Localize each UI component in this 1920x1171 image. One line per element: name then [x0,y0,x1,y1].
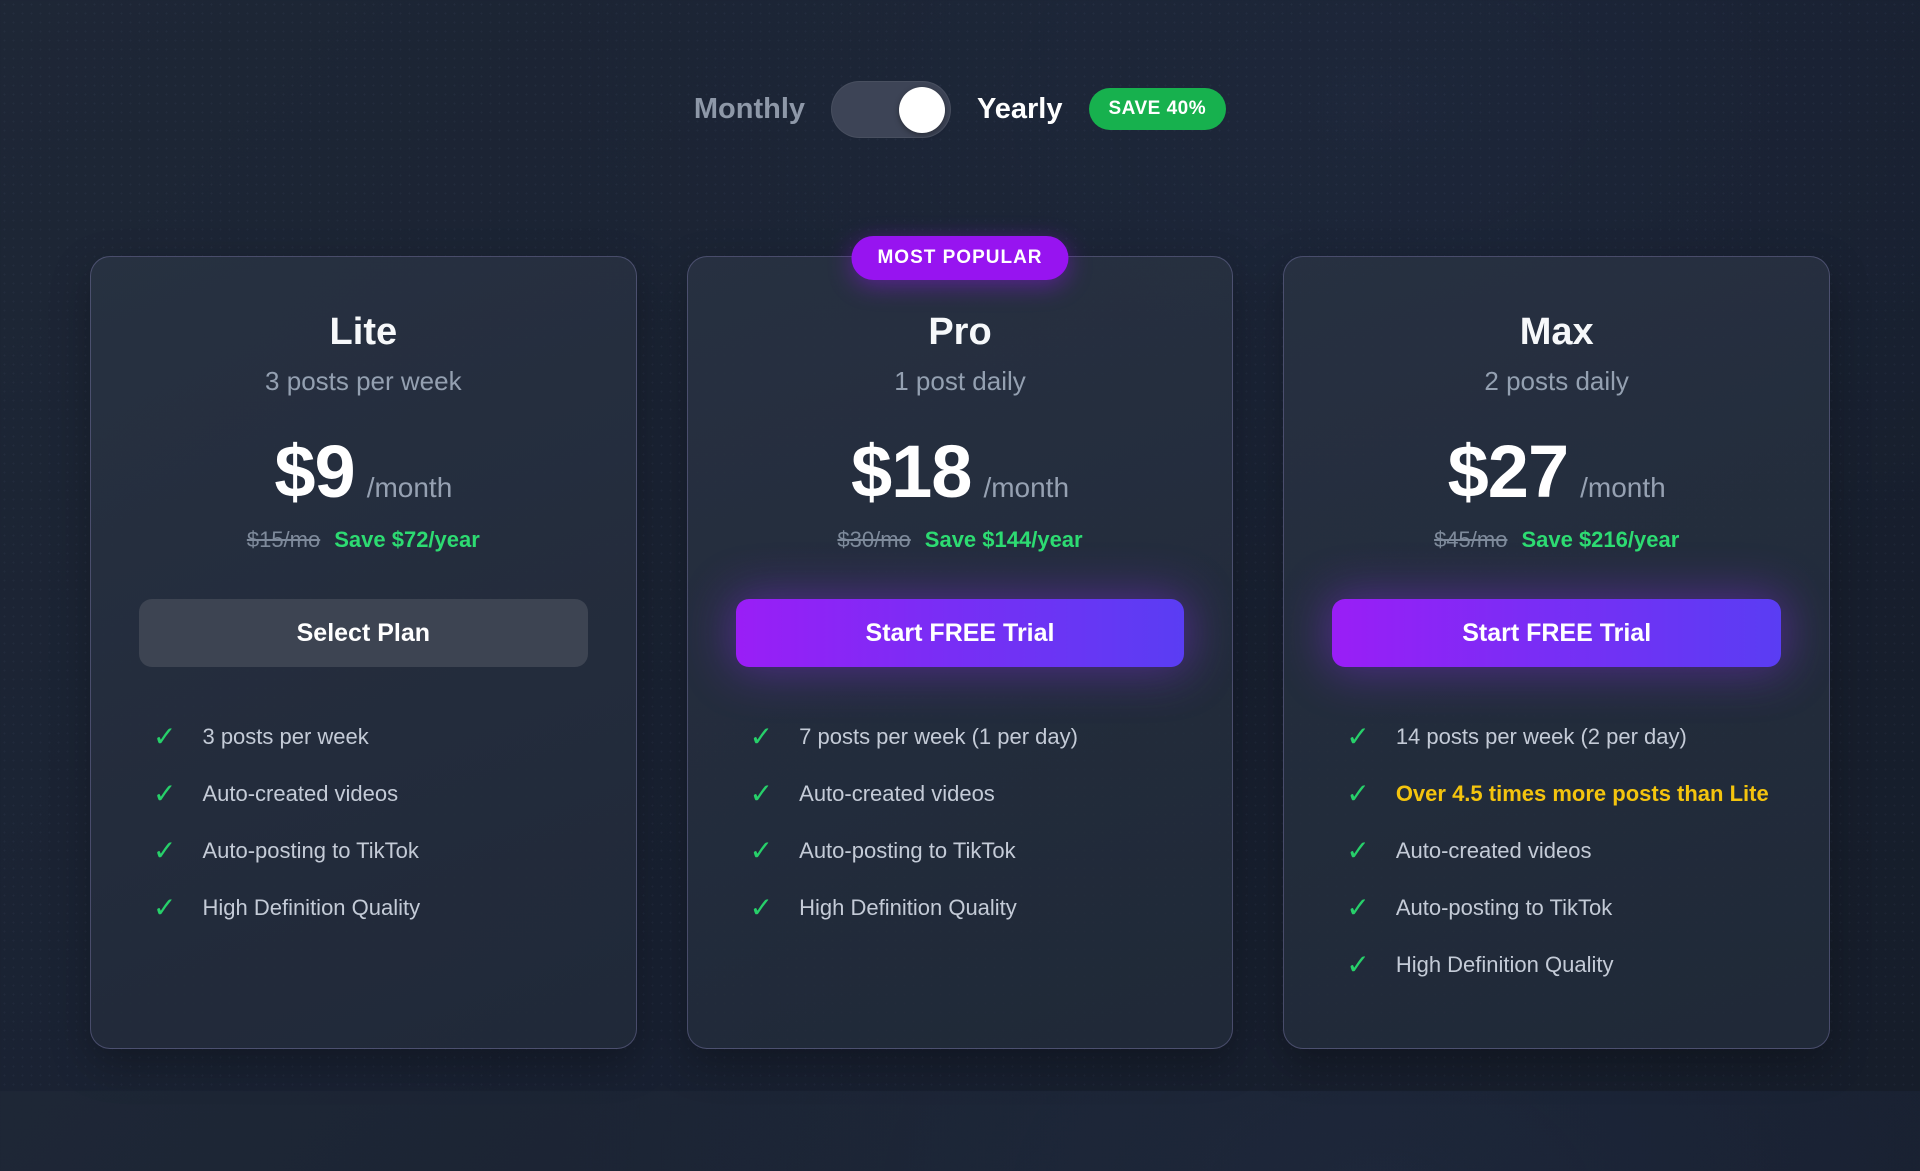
price-row: $27 /month [1332,435,1781,509]
discount-row: $15/mo Save $72/year [139,527,588,553]
pricing-cards-row: Lite 3 posts per week $9 /month $15/mo S… [90,256,1830,1049]
start-free-trial-button[interactable]: Start FREE Trial [1332,599,1781,667]
check-icon: ✓ [750,894,773,922]
check-icon: ✓ [1346,780,1369,808]
billing-toggle-switch[interactable] [831,81,951,138]
price-period: /month [1580,472,1666,504]
feature-text: Auto-created videos [1396,840,1592,862]
check-icon: ✓ [1346,951,1369,979]
most-popular-badge: MOST POPULAR [851,236,1068,280]
feature-item: ✓ Auto-created videos [139,780,588,808]
check-icon: ✓ [750,837,773,865]
feature-text: High Definition Quality [1396,954,1614,976]
feature-list: ✓ 3 posts per week ✓ Auto-created videos… [139,723,588,922]
plan-tagline: 3 posts per week [139,366,588,397]
feature-text: Auto-created videos [799,783,995,805]
check-icon: ✓ [1346,723,1369,751]
feature-text: 14 posts per week (2 per day) [1396,726,1687,748]
feature-item: ✓ High Definition Quality [1332,951,1781,979]
price-period: /month [983,472,1069,504]
start-free-trial-button[interactable]: Start FREE Trial [736,599,1185,667]
feature-item-highlight: ✓ Over 4.5 times more posts than Lite [1332,780,1781,808]
feature-list: ✓ 14 posts per week (2 per day) ✓ Over 4… [1332,723,1781,979]
toggle-knob-icon [899,87,945,133]
feature-text: Auto-posting to TikTok [799,840,1015,862]
check-icon: ✓ [1346,837,1369,865]
save-percent-badge: SAVE 40% [1089,88,1227,130]
original-price: $30/mo [837,527,910,553]
feature-text: Over 4.5 times more posts than Lite [1396,783,1769,805]
discount-row: $30/mo Save $144/year [736,527,1185,553]
feature-text: 7 posts per week (1 per day) [799,726,1078,748]
plan-card-lite: Lite 3 posts per week $9 /month $15/mo S… [90,256,637,1049]
check-icon: ✓ [153,894,176,922]
feature-item: ✓ 3 posts per week [139,723,588,751]
discount-row: $45/mo Save $216/year [1332,527,1781,553]
feature-item: ✓ Auto-posting to TikTok [736,837,1185,865]
original-price: $15/mo [247,527,320,553]
yearly-savings: Save $72/year [334,527,480,553]
feature-item: ✓ Auto-posting to TikTok [139,837,588,865]
feature-text: Auto-posting to TikTok [1396,897,1612,919]
check-icon: ✓ [750,723,773,751]
original-price: $45/mo [1434,527,1507,553]
plan-tagline: 2 posts daily [1332,366,1781,397]
price-row: $9 /month [139,435,588,509]
feature-item: ✓ 7 posts per week (1 per day) [736,723,1185,751]
price-period: /month [367,472,453,504]
feature-item: ✓ 14 posts per week (2 per day) [1332,723,1781,751]
check-icon: ✓ [153,837,176,865]
feature-text: 3 posts per week [202,726,368,748]
price-row: $18 /month [736,435,1185,509]
feature-text: High Definition Quality [202,897,420,919]
check-icon: ✓ [153,723,176,751]
yearly-savings: Save $216/year [1521,527,1679,553]
check-icon: ✓ [750,780,773,808]
billing-toggle-row: Monthly Yearly SAVE 40% [0,80,1920,138]
plan-name: Pro [736,311,1185,354]
check-icon: ✓ [1346,894,1369,922]
feature-text: Auto-created videos [202,783,398,805]
plan-price: $27 [1448,435,1568,509]
plan-price: $9 [274,435,354,509]
plan-card-pro: MOST POPULAR Pro 1 post daily $18 /month… [687,256,1234,1049]
plan-tagline: 1 post daily [736,366,1185,397]
select-plan-button[interactable]: Select Plan [139,599,588,667]
feature-item: ✓ High Definition Quality [736,894,1185,922]
feature-item: ✓ Auto-posting to TikTok [1332,894,1781,922]
plan-card-max: Max 2 posts daily $27 /month $45/mo Save… [1283,256,1830,1049]
feature-item: ✓ High Definition Quality [139,894,588,922]
check-icon: ✓ [153,780,176,808]
yearly-label[interactable]: Yearly [977,93,1062,126]
feature-text: High Definition Quality [799,897,1017,919]
plan-name: Max [1332,311,1781,354]
feature-list: ✓ 7 posts per week (1 per day) ✓ Auto-cr… [736,723,1185,922]
plan-name: Lite [139,311,588,354]
monthly-label[interactable]: Monthly [694,93,805,126]
plan-price: $18 [851,435,971,509]
yearly-savings: Save $144/year [925,527,1083,553]
feature-item: ✓ Auto-created videos [736,780,1185,808]
feature-text: Auto-posting to TikTok [202,840,418,862]
feature-item: ✓ Auto-created videos [1332,837,1781,865]
